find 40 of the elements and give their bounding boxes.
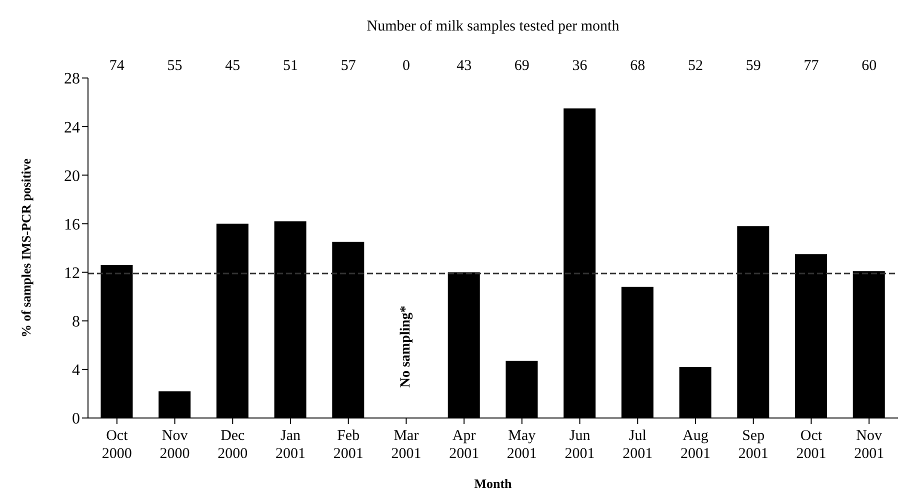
x-tick-label: Oct 2000 xyxy=(102,428,132,462)
text: 0 xyxy=(402,58,410,74)
text: 59 xyxy=(746,58,761,74)
text: 43 xyxy=(456,58,472,74)
x2-axis-title: Number of milk samples tested per month xyxy=(366,18,620,35)
y-tick-label: 0 xyxy=(72,410,80,428)
y-tick-label: 20 xyxy=(64,168,80,185)
text: 74 xyxy=(109,58,125,74)
text: 60 xyxy=(862,58,877,74)
x-tick-label: Nov 2001 xyxy=(854,428,884,462)
y-tick-label: 12 xyxy=(64,264,80,282)
x-tick-label: Mar 2001 xyxy=(391,428,422,462)
x-tick-label: Jan 2001 xyxy=(276,428,306,462)
text: 45 xyxy=(225,58,240,74)
x-tick-label: Nov 2000 xyxy=(160,428,190,462)
text: 69 xyxy=(514,58,530,74)
x-tick-label: Jun 2001 xyxy=(564,428,595,462)
text: 55 xyxy=(167,58,182,74)
y-tick-label: 28 xyxy=(64,70,80,88)
y-tick-label: 16 xyxy=(64,216,80,234)
text: 51 xyxy=(283,58,298,74)
text: 36 xyxy=(572,58,588,74)
x-tick-label: Jul 2001 xyxy=(622,428,653,462)
y-axis-title: % of samples IMS-PCR positive xyxy=(18,158,34,338)
annotation: No sampling* xyxy=(398,306,414,388)
y-tick-label: 8 xyxy=(72,314,80,331)
x-tick-label: May 2001 xyxy=(506,428,537,462)
x-tick-label: Oct 2001 xyxy=(796,428,826,462)
y-tick-label: 24 xyxy=(64,119,80,136)
x-axis-title: Month xyxy=(474,476,513,491)
x-tick-label: Dec 2000 xyxy=(218,428,248,462)
text: 68 xyxy=(630,58,646,74)
text: 57 xyxy=(340,58,356,74)
text: 52 xyxy=(688,58,703,74)
y-tick-label: 4 xyxy=(72,362,80,380)
x-tick-label: Apr 2001 xyxy=(449,428,480,462)
x-tick-label: Sep 2001 xyxy=(738,428,768,462)
x-tick-label: Feb 2001 xyxy=(333,428,364,462)
text: 77 xyxy=(804,58,820,74)
x-tick-label: Aug 2001 xyxy=(680,428,710,462)
